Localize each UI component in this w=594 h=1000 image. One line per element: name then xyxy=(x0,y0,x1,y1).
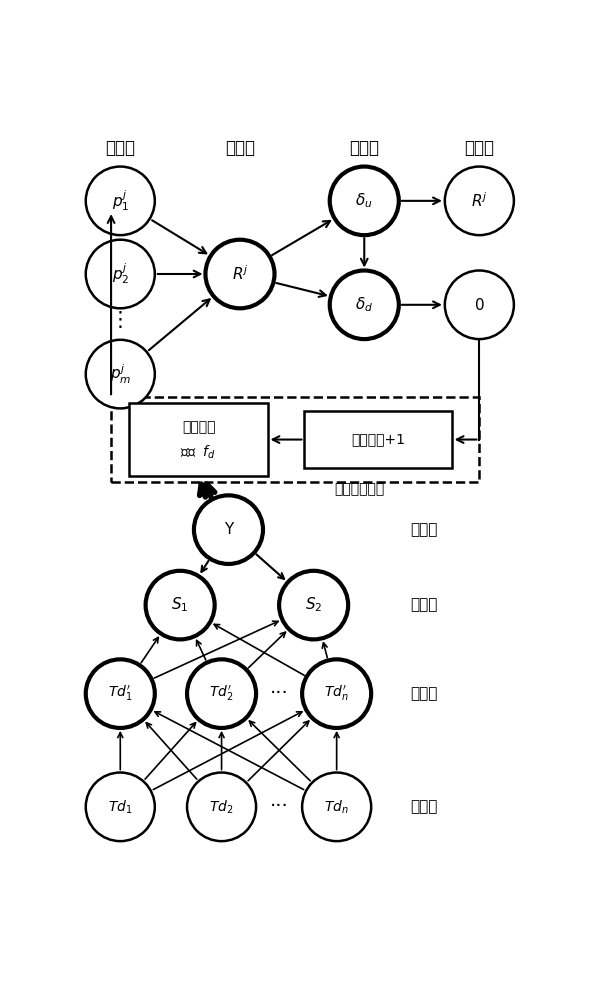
Text: 模式层: 模式层 xyxy=(410,686,438,701)
Text: $0$: $0$ xyxy=(474,297,485,313)
Ellipse shape xyxy=(187,773,256,841)
Text: Y: Y xyxy=(224,522,233,537)
Text: $R^j$: $R^j$ xyxy=(232,265,248,283)
Text: 更新流量: 更新流量 xyxy=(182,420,215,434)
Ellipse shape xyxy=(86,340,155,408)
Bar xyxy=(129,403,267,476)
Text: $Td_2$: $Td_2$ xyxy=(209,798,234,816)
Text: $Td_2'$: $Td_2'$ xyxy=(209,684,234,703)
Text: $p_1^j$: $p_1^j$ xyxy=(112,188,129,213)
Ellipse shape xyxy=(302,659,371,728)
Ellipse shape xyxy=(330,167,399,235)
Text: 拟合层: 拟合层 xyxy=(225,139,255,157)
Text: 输入层: 输入层 xyxy=(105,139,135,157)
Ellipse shape xyxy=(330,270,399,339)
Ellipse shape xyxy=(86,773,155,841)
Text: $Td_1$: $Td_1$ xyxy=(108,798,132,816)
Text: 求和层: 求和层 xyxy=(410,598,438,613)
Text: 数据  $f_d$: 数据 $f_d$ xyxy=(181,443,217,461)
Text: $\delta_d$: $\delta_d$ xyxy=(355,295,374,314)
Text: ···: ··· xyxy=(270,684,289,703)
Ellipse shape xyxy=(86,240,155,308)
Ellipse shape xyxy=(279,571,348,639)
Text: $Td_1'$: $Td_1'$ xyxy=(108,684,132,703)
Ellipse shape xyxy=(187,659,256,728)
Ellipse shape xyxy=(146,571,214,639)
Ellipse shape xyxy=(302,773,371,841)
Text: 选择层: 选择层 xyxy=(349,139,380,157)
Text: 输入层: 输入层 xyxy=(410,799,438,814)
Text: $R^j$: $R^j$ xyxy=(471,192,488,210)
Ellipse shape xyxy=(445,167,514,235)
Bar xyxy=(111,397,479,482)
Text: $p_m^j$: $p_m^j$ xyxy=(110,362,131,386)
Text: $\delta_u$: $\delta_u$ xyxy=(355,192,373,210)
Text: $S_1$: $S_1$ xyxy=(172,596,189,614)
Ellipse shape xyxy=(86,659,155,728)
Text: 输出层: 输出层 xyxy=(410,522,438,537)
Text: ⋮: ⋮ xyxy=(110,310,131,330)
Ellipse shape xyxy=(86,167,155,235)
Text: 循环控制指令: 循环控制指令 xyxy=(334,483,385,497)
Text: 输出层: 输出层 xyxy=(465,139,494,157)
Ellipse shape xyxy=(206,240,274,308)
Bar xyxy=(304,411,451,468)
Text: $S_2$: $S_2$ xyxy=(305,596,323,614)
Text: $Td_n'$: $Td_n'$ xyxy=(324,684,349,703)
Text: 阀门开度+1: 阀门开度+1 xyxy=(351,433,405,447)
Ellipse shape xyxy=(445,270,514,339)
Ellipse shape xyxy=(194,495,263,564)
Text: ···: ··· xyxy=(270,797,289,816)
Text: $Td_n$: $Td_n$ xyxy=(324,798,349,816)
Text: $p_2^j$: $p_2^j$ xyxy=(112,262,129,286)
